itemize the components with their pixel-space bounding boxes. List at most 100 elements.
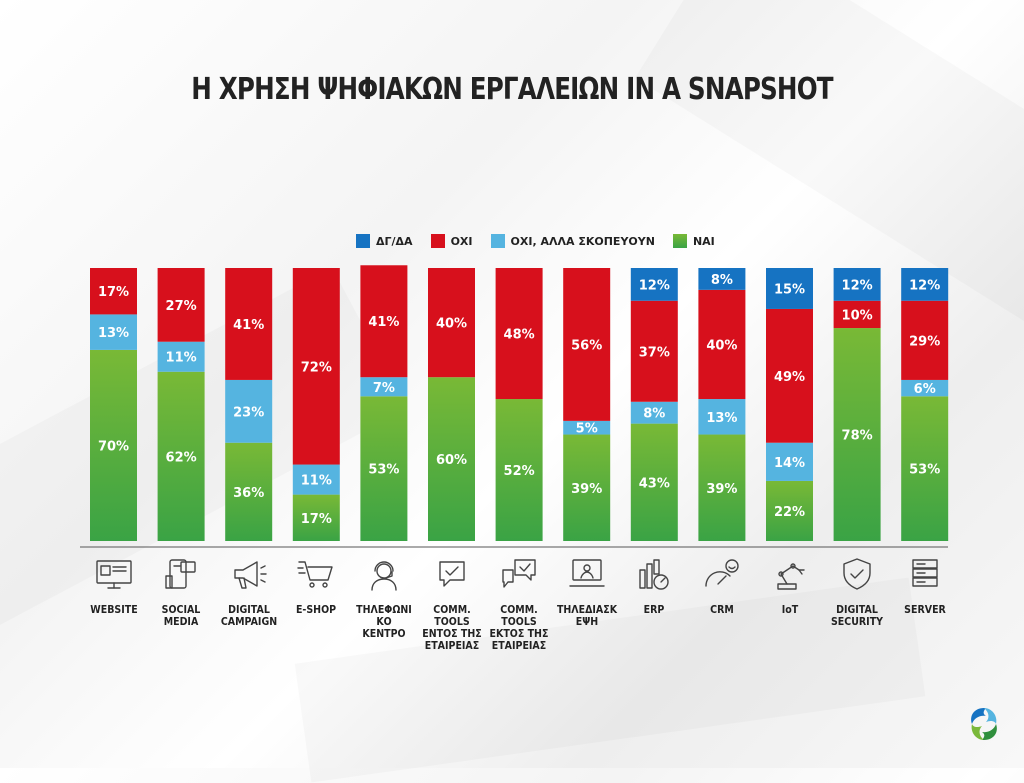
category-label-line: ΕΤΑΙΡΕΙΑΣ (491, 639, 547, 652)
bar-segment-yes (292, 494, 340, 541)
bar-segment-plan (157, 341, 205, 372)
data-label: 62% (166, 450, 197, 465)
category-label-line: ΤΗΛΕΦΩΝΙΚΟ (356, 603, 412, 628)
data-label: 52% (504, 464, 535, 479)
data-label: 37% (639, 345, 670, 360)
category-label-line: CAMPAIGN (220, 615, 277, 628)
category-label-line: IoT (781, 603, 798, 616)
legend-label: ΔΓ/ΔΑ (376, 234, 413, 248)
bar-segment-plan (292, 464, 340, 495)
bar-segment-yes (901, 396, 949, 541)
legend-swatch-dk (356, 234, 370, 248)
bar-segment-no (833, 300, 881, 329)
bar-segment-yes (428, 377, 475, 541)
category-label-line: COMM. (432, 603, 471, 616)
category-label: COMM. TOOLS ΕΝΤΟΣ ΤΗΣ ΕΤΑΙΡΕΙΑΣ (421, 604, 481, 652)
data-label: 12% (639, 278, 670, 293)
data-label: 43% (639, 476, 670, 491)
legend-label: ΟΧΙ, ΑΛΛΑ ΣΚΟΠΕΥΟΥΝ (510, 234, 655, 248)
data-label: 27% (166, 299, 197, 314)
data-label: 78% (842, 429, 873, 444)
bar-segment-no (360, 265, 408, 378)
category-label-line: TOOLS (433, 615, 470, 628)
data-label: 13% (98, 326, 129, 341)
bar-group-0: 70% 13% 17% (90, 268, 137, 541)
social-media-icon (161, 556, 201, 592)
data-label: 5% (576, 422, 598, 437)
bar-group-1: 62% 11% 27% (157, 268, 205, 541)
legend-label: ΝΑΙ (692, 234, 715, 248)
bar-group-9: 39% 13% 40% 8% (698, 268, 746, 541)
category-label-line: ΤΗΛΕΔΙΑΣΚΕΨΗ (556, 603, 617, 628)
bar-segment-yes (360, 396, 408, 541)
bar-segment-no (563, 268, 611, 421)
category-label-line: ΚΕΝΤΡΟ (362, 627, 406, 640)
category-label: ΤΗΛΕΔΙΑΣΚΕΨΗ (557, 604, 617, 628)
bar-segment-plan (630, 401, 678, 424)
bar-group-4: 53% 7% 41% (360, 265, 408, 541)
bar-segment-plan (766, 442, 813, 481)
data-label: 12% (842, 278, 873, 293)
speedometer-smile-icon (702, 556, 742, 592)
category-label-line: MEDIA (163, 615, 199, 628)
bar-segment-no (630, 300, 678, 402)
legend-item-plan: ΟΧΙ, ΑΛΛΑ ΣΚΟΠΕΥΟΥΝ (490, 234, 655, 248)
bar-segment-dk (630, 268, 678, 301)
chart-legend: ΔΓ/ΔΑ ΟΧΙ ΟΧΙ, ΑΛΛΑ ΣΚΟΠΕΥΟΥΝ ΝΑΙ (356, 232, 733, 250)
bar-segment-no (766, 308, 813, 443)
bar-segment-yes (157, 371, 205, 541)
bar-group-12: 53% 6% 29% 12% (901, 268, 949, 541)
robot-arm-icon (770, 556, 810, 592)
server-icon (905, 556, 945, 592)
category-label-line: COMM. (500, 603, 538, 616)
data-label: 11% (166, 351, 197, 366)
category-label-line: SECURITY (831, 615, 884, 628)
category-label: SOCIAL MEDIA (151, 604, 211, 628)
bar-segment-no (428, 268, 475, 378)
category-label-line: SOCIAL (161, 603, 201, 616)
data-label: 40% (706, 338, 737, 353)
category-label: DIGITAL SECURITY (827, 604, 887, 628)
bar-segment-no (292, 268, 340, 465)
bar-segment-dk (698, 268, 746, 290)
data-label: 48% (504, 328, 535, 343)
bar-segment-yes (833, 328, 881, 541)
data-label: 13% (706, 411, 737, 426)
video-conference-icon (567, 556, 607, 592)
bar-segment-yes (698, 434, 746, 541)
legend-label: ΟΧΙ (450, 234, 473, 248)
category-label-line: DIGITAL (836, 603, 878, 616)
data-label: 70% (98, 439, 129, 454)
data-label: 10% (842, 308, 873, 323)
bar-segment-plan (901, 379, 949, 397)
bar-segment-dk (766, 268, 813, 309)
bar-segment-plan (698, 399, 746, 435)
category-label-line: DIGITAL (227, 603, 270, 616)
legend-item-yes: ΝΑΙ (672, 234, 715, 248)
category-label: ΤΗΛΕΦΩΝΙΚΟ ΚΕΝΤΡΟ (354, 604, 414, 640)
data-label: 39% (571, 482, 602, 497)
bar-segment-no (495, 268, 543, 400)
category-label-line: CRM (710, 603, 734, 616)
data-label: 23% (233, 405, 264, 420)
bar-segment-plan (563, 420, 611, 435)
data-label: 56% (571, 338, 602, 353)
data-label: 17% (301, 512, 332, 527)
data-label: 6% (914, 382, 936, 397)
bar-segment-dk (901, 268, 949, 301)
data-label: 72% (301, 360, 332, 375)
legend-swatch-plan (490, 234, 505, 248)
category-label: SERVER (895, 604, 955, 616)
bar-segment-yes (630, 423, 678, 541)
data-label: 36% (233, 486, 264, 501)
bar-group-8: 43% 8% 37% 12% (630, 268, 678, 541)
bar-segment-no (698, 289, 746, 400)
category-label-line: ΕΚΤΟΣ ΤΗΣ (489, 627, 549, 640)
data-label: 39% (706, 482, 737, 497)
data-label: 11% (301, 474, 332, 489)
bar-segment-no (157, 268, 205, 342)
bar-segment-yes (563, 434, 611, 541)
bar-segment-no (225, 268, 273, 380)
category-label-line: TOOLS (501, 615, 537, 628)
